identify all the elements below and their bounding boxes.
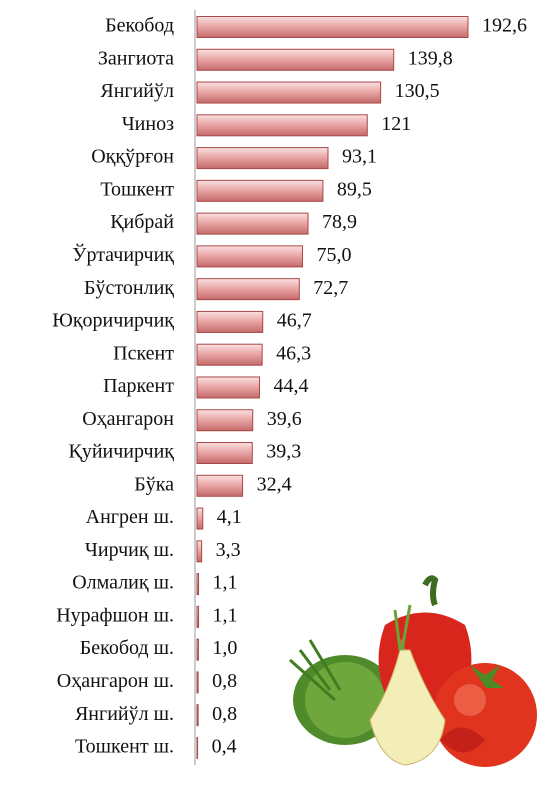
value-label: 46,3 [276,342,311,364]
category-label: Чирчиқ ш. [85,539,174,561]
category-label: Тошкент [100,178,174,200]
category-label: Юқоричирчиқ [52,310,174,332]
vegetables-illustration [290,578,537,767]
bar [197,574,199,595]
bar [197,115,367,136]
category-label: Оҳангарон [82,408,174,430]
category-label: Нурафшон ш. [56,604,174,626]
category-label: Ўртачирчиқ [72,243,174,266]
bar [197,606,199,627]
bar [197,311,263,332]
bar [197,541,202,562]
bar [197,344,262,365]
category-label: Қибрай [110,211,174,233]
bar [197,508,203,529]
value-label: 1,1 [213,604,238,626]
value-label: 75,0 [317,244,352,266]
bar [197,377,259,398]
category-label: Пскент [113,342,174,364]
category-label: Зангиота [98,47,174,69]
chart: Бекобод 192,6 Зангиота 139,8 Янгийўл 130,5 Чин… [0,0,548,790]
bar [197,705,198,726]
category-label: Бўстонлиқ [84,277,174,299]
value-label: 89,5 [337,178,372,200]
bar [197,443,252,464]
value-label: 39,3 [266,441,301,463]
category-label: Бекобод ш. [80,637,174,659]
category-label: Янгийўл ш. [75,703,174,725]
value-label: 44,4 [273,375,308,397]
bar [197,82,381,103]
category-label: Янгийўл [100,80,174,102]
value-label: 93,1 [342,146,377,168]
value-label: 139,8 [408,47,453,69]
category-label: Қуйичирчиқ [69,441,175,463]
value-label: 1,0 [212,637,237,659]
category-label: Тошкент ш. [75,736,174,758]
bar [197,148,328,169]
bar [197,180,323,201]
value-label: 0,8 [212,670,237,692]
bar [197,17,468,38]
category-label: Бўка [134,473,174,495]
bar [197,737,198,758]
category-label: Ангрен ш. [86,506,174,528]
value-label: 130,5 [395,80,440,102]
value-label: 72,7 [313,277,348,299]
value-label: 32,4 [257,473,292,495]
category-label: Паркент [103,375,174,397]
category-label: Оҳангарон ш. [57,670,174,692]
bar [197,279,299,300]
value-label: 46,7 [277,310,312,332]
value-label: 1,1 [213,572,238,594]
category-label: Чиноз [122,113,174,135]
value-label: 3,3 [216,539,241,561]
value-label: 0,8 [212,703,237,725]
bar [197,246,303,267]
value-label: 0,4 [212,736,237,758]
value-label: 39,6 [267,408,302,430]
category-label: Бекобод [105,15,174,37]
bar [197,213,308,234]
category-label: Олмалиқ ш. [72,572,174,594]
bar [197,410,253,431]
value-label: 121 [381,113,411,135]
bar [197,672,198,693]
bar [197,639,198,660]
value-label: 78,9 [322,211,357,233]
bar [197,475,243,496]
category-label: Оққўрғон [91,146,174,168]
bar [197,49,394,70]
value-label: 192,6 [482,15,527,37]
value-label: 4,1 [217,506,242,528]
